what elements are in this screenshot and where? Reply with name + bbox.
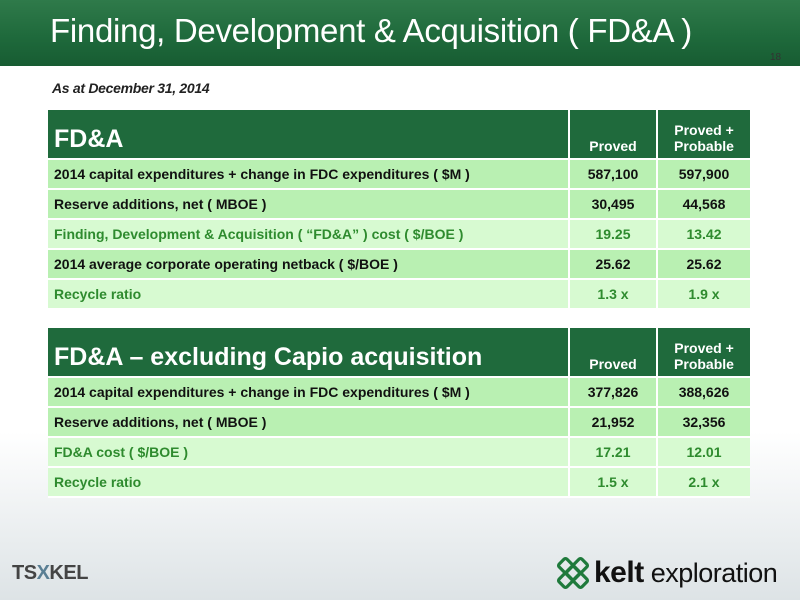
table-row: Reserve additions, net ( MBOE ) 30,495 4… [48, 190, 750, 220]
tsx-x-mark: X [36, 562, 50, 584]
tsx-suffix: KEL [49, 562, 88, 584]
table-row: Reserve additions, net ( MBOE ) 21,952 3… [48, 408, 750, 438]
probable-value: 597,900 [658, 160, 750, 190]
proved-value: 1.3 x [570, 280, 658, 310]
proved-probable-column-header: Proved + Probable [658, 110, 750, 160]
proved-value: 17.21 [570, 438, 658, 468]
probable-value: 44,568 [658, 190, 750, 220]
tsx-prefix: TS [12, 562, 37, 584]
fda-excl-table-title: FD&A – excluding Capio acquisition [48, 328, 570, 378]
proved-value: 21,952 [570, 408, 658, 438]
brand-bold: kelt [594, 556, 644, 589]
proved-value: 25.62 [570, 250, 658, 280]
brand-rest: exploration [643, 558, 778, 588]
fda-table-title: FD&A [48, 110, 570, 160]
proved-value: 30,495 [570, 190, 658, 220]
probable-value: 1.9 x [658, 280, 750, 310]
row-label: Reserve additions, net ( MBOE ) [48, 408, 570, 438]
row-label: Finding, Development & Acquisition ( “FD… [48, 220, 570, 250]
proved-value: 19.25 [570, 220, 658, 250]
date-subtitle: As at December 31, 2014 [52, 80, 210, 96]
kelt-knot-icon [556, 556, 590, 590]
proved-column-header: Proved [570, 110, 658, 160]
probable-value: 2.1 x [658, 468, 750, 498]
fda-table-header: FD&A Proved Proved + Probable [48, 110, 750, 160]
proved-value: 377,826 [570, 378, 658, 408]
proved-probable-column-header: Proved + Probable [658, 328, 750, 378]
page-number: 18 [770, 52, 782, 63]
row-label: Reserve additions, net ( MBOE ) [48, 190, 570, 220]
tsx-kel-ticker-logo: TSXKEL [12, 562, 88, 585]
proved-value: 587,100 [570, 160, 658, 190]
kelt-exploration-logo: kelt exploration [594, 556, 778, 590]
proved-column-header: Proved [570, 328, 658, 378]
fda-excl-table-header: FD&A – excluding Capio acquisition Prove… [48, 328, 750, 378]
proved-value: 1.5 x [570, 468, 658, 498]
row-label: Recycle ratio [48, 280, 570, 310]
row-label: Recycle ratio [48, 468, 570, 498]
table-row: Recycle ratio 1.3 x 1.9 x [48, 280, 750, 310]
table-row: 2014 average corporate operating netback… [48, 250, 750, 280]
page-title: Finding, Development & Acquisition ( FD&… [50, 12, 692, 49]
row-label: 2014 capital expenditures + change in FD… [48, 378, 570, 408]
title-bar: Finding, Development & Acquisition ( FD&… [0, 0, 800, 66]
probable-value: 12.01 [658, 438, 750, 468]
row-label: 2014 average corporate operating netback… [48, 250, 570, 280]
table-row: Finding, Development & Acquisition ( “FD… [48, 220, 750, 250]
table-row: 2014 capital expenditures + change in FD… [48, 378, 750, 408]
row-label: FD&A cost ( $/BOE ) [48, 438, 570, 468]
table-row: 2014 capital expenditures + change in FD… [48, 160, 750, 190]
probable-value: 13.42 [658, 220, 750, 250]
table-row: FD&A cost ( $/BOE ) 17.21 12.01 [48, 438, 750, 468]
table-row: Recycle ratio 1.5 x 2.1 x [48, 468, 750, 498]
fda-table: FD&A Proved Proved + Probable 2014 capit… [48, 110, 750, 310]
probable-value: 25.62 [658, 250, 750, 280]
fda-excluding-capio-table: FD&A – excluding Capio acquisition Prove… [48, 328, 750, 498]
row-label: 2014 capital expenditures + change in FD… [48, 160, 570, 190]
probable-value: 388,626 [658, 378, 750, 408]
probable-value: 32,356 [658, 408, 750, 438]
